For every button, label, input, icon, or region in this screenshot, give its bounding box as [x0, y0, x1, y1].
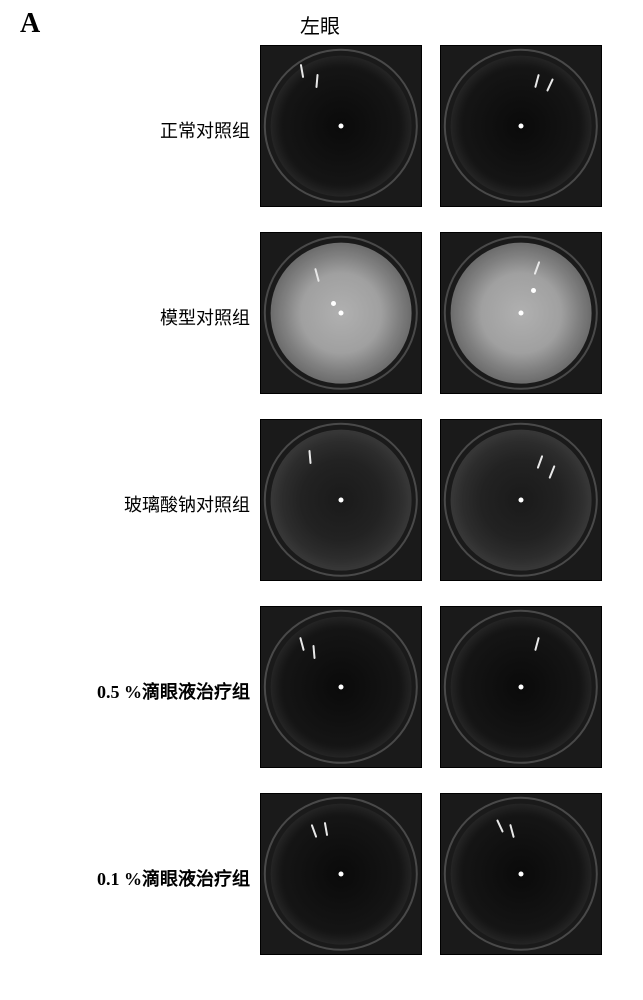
figure-panel-A: A 左眼 正常对照组模型对照组玻璃酸钠对照组 0.5 %滴眼液治疗组 0.1 %滴眼… — [0, 0, 643, 1000]
eye-photo — [440, 232, 602, 394]
row-label: 玻璃酸钠对照组 — [10, 491, 250, 517]
reflection-dot — [519, 685, 524, 690]
row-label: 0.1 %滴眼液治疗组 — [10, 865, 250, 891]
eye-photo — [440, 793, 602, 955]
eye-photo — [260, 45, 422, 207]
eye-photo — [260, 232, 422, 394]
eye-photo — [440, 419, 602, 581]
eye-photo — [260, 419, 422, 581]
reflection-dot — [519, 124, 524, 129]
row-label: 正常对照组 — [10, 117, 250, 143]
row-label: 模型对照组 — [10, 304, 250, 330]
reflection-dot — [339, 124, 344, 129]
reflection-dot — [339, 498, 344, 503]
panel-letter: A — [20, 8, 40, 40]
column-header-left-eye: 左眼 — [290, 10, 350, 39]
reflection-dot — [519, 872, 524, 877]
eye-photo — [440, 606, 602, 768]
reflection-dot — [339, 311, 344, 316]
eye-photo — [440, 45, 602, 207]
row-label: 0.5 %滴眼液治疗组 — [10, 678, 250, 704]
reflection-dot — [519, 311, 524, 316]
eye-photo — [260, 606, 422, 768]
reflection-dot — [519, 498, 524, 503]
reflection-dot — [339, 872, 344, 877]
eye-photo — [260, 793, 422, 955]
reflection-dot — [339, 685, 344, 690]
